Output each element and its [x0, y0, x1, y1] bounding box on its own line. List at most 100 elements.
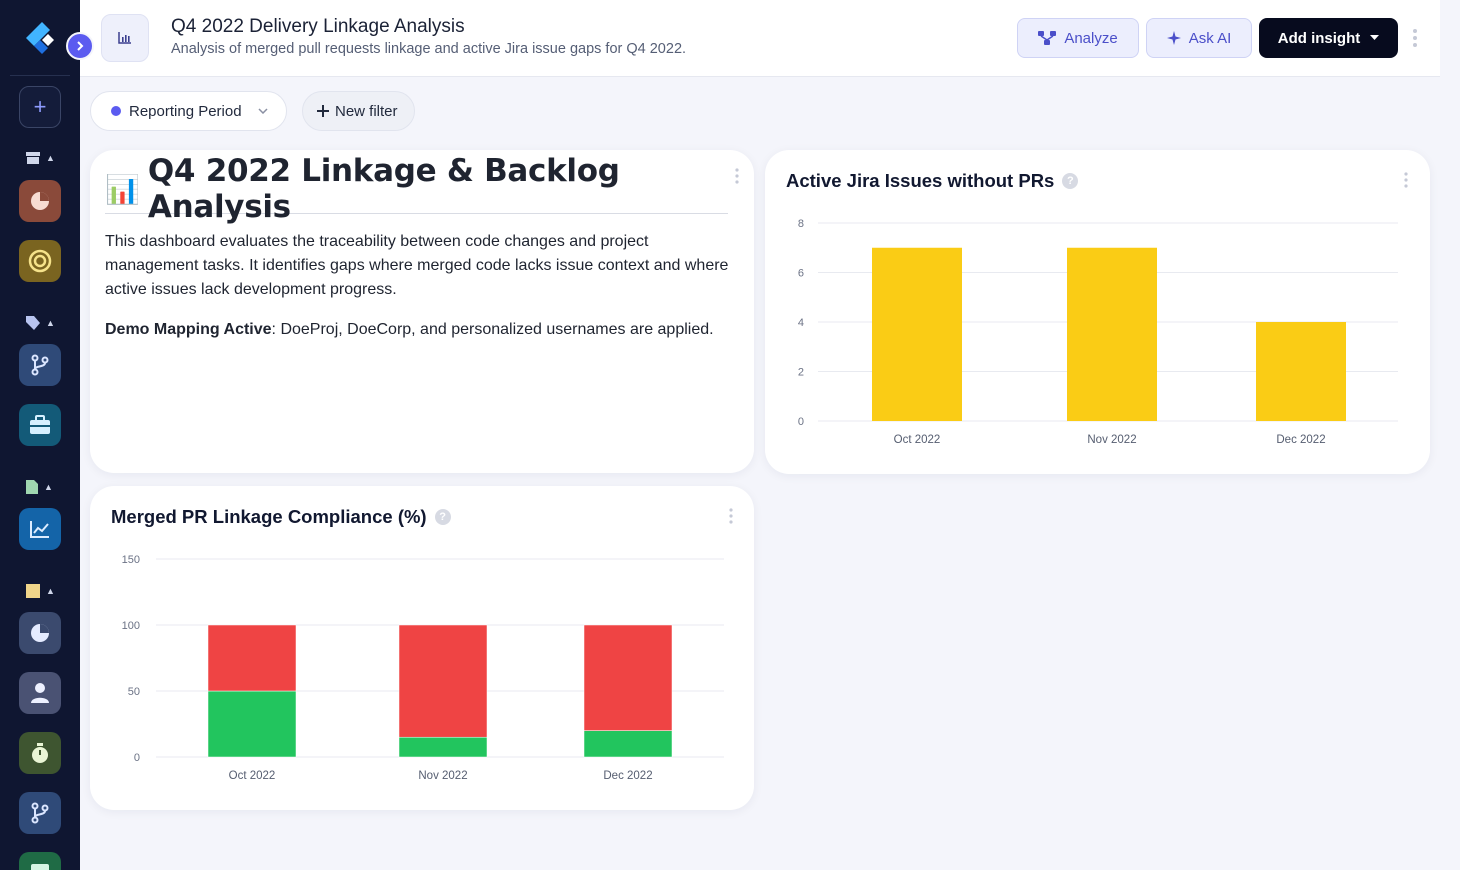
more-vertical-icon[interactable]: [734, 168, 740, 184]
bar-segment: [207, 624, 297, 692]
filter-dot-icon: [111, 106, 121, 116]
plus-icon: [317, 105, 329, 117]
chevron-up-icon: ▲: [46, 586, 55, 596]
pr-chart-title-row: Merged PR Linkage Compliance (%) ?: [111, 506, 451, 528]
sidebar-divider: [10, 75, 70, 76]
dashboard-header: Q4 2022 Delivery Linkage Analysis Analys…: [80, 0, 1440, 77]
sticky-note-icon: [26, 584, 40, 598]
pr-compliance-card: Merged PR Linkage Compliance (%) ? 0 50 10…: [90, 486, 754, 810]
text-card-paragraph: This dashboard evaluates the traceabilit…: [105, 233, 729, 298]
sparkle-icon: [1166, 31, 1181, 45]
bar-segment: [583, 730, 673, 758]
y-tick-label: 8: [798, 218, 804, 230]
new-filter-label: New filter: [335, 102, 398, 120]
more-vertical-icon[interactable]: [728, 508, 734, 524]
reporting-period-filter[interactable]: Reporting Period: [90, 91, 287, 131]
sidebar-section-notes[interactable]: ▲: [26, 584, 55, 598]
stopwatch-icon: [32, 743, 48, 763]
document-icon: [26, 480, 38, 494]
more-vertical-icon[interactable]: [1410, 28, 1420, 48]
user-icon: [31, 683, 49, 703]
chevron-up-icon: ▲: [44, 482, 53, 492]
jira-issues-card: Active Jira Issues without PRs ? 0 2 4 6 8 Oc…: [765, 150, 1430, 474]
chevron-up-icon: ▲: [46, 153, 55, 163]
dashboard-icon: [101, 14, 149, 62]
sidebar-item-trend-chart[interactable]: [19, 508, 61, 550]
git-branch-icon: [31, 354, 49, 376]
bar-segment: [398, 624, 488, 738]
y-tick-label: 50: [128, 686, 140, 698]
jira-chart-title-row: Active Jira Issues without PRs ?: [786, 170, 1079, 192]
chevron-down-icon: [258, 108, 268, 114]
x-tick-label: Dec 2022: [1276, 434, 1325, 446]
bar: [872, 247, 962, 421]
tag-icon: [26, 316, 40, 330]
sidebar-item-pie-report-2[interactable]: [19, 612, 61, 654]
text-card-heading: 📊 Q4 2022 Linkage & Backlog Analysis: [105, 153, 728, 225]
sidebar-item-spreadsheet[interactable]: [19, 852, 61, 870]
y-tick-label: 6: [798, 268, 804, 280]
text-card-note-bold: Demo Mapping Active: [105, 321, 272, 338]
sidebar-item-timer[interactable]: [19, 732, 61, 774]
y-tick-label: 150: [122, 554, 140, 566]
chart-emoji-icon: 📊: [105, 173, 140, 205]
bar-chart-icon: [118, 32, 131, 44]
sidebar-section-archive[interactable]: ▲: [26, 152, 55, 164]
briefcase-icon: [30, 415, 50, 434]
hierarchy-icon: [1038, 31, 1057, 45]
add-insight-button[interactable]: Add insight: [1259, 18, 1398, 58]
ask-ai-button[interactable]: Ask AI: [1146, 18, 1252, 58]
ask-ai-label: Ask AI: [1188, 29, 1232, 47]
caret-down-icon: [1370, 35, 1380, 40]
x-tick-label: Dec 2022: [603, 770, 652, 782]
sidebar-section-documents[interactable]: ▲: [26, 480, 53, 494]
x-tick-label: Nov 2022: [418, 770, 467, 782]
bar: [1256, 322, 1346, 421]
sidebar-item-briefcase[interactable]: [19, 404, 61, 446]
analyze-label: Analyze: [1064, 29, 1118, 47]
app-logo-icon[interactable]: [22, 20, 58, 56]
reporting-period-label: Reporting Period: [129, 102, 242, 120]
y-tick-label: 2: [798, 367, 804, 379]
x-tick-label: Oct 2022: [229, 770, 276, 782]
target-icon: [28, 249, 52, 273]
bar-segment: [583, 624, 673, 731]
x-tick-label: Oct 2022: [894, 434, 941, 446]
sidebar-expand-button[interactable]: [66, 32, 94, 60]
new-filter-button[interactable]: New filter: [302, 91, 415, 131]
help-icon[interactable]: ?: [434, 509, 451, 525]
sidebar-item-pie-report[interactable]: [19, 180, 61, 222]
sidebar-item-git-branch-2[interactable]: [19, 792, 61, 834]
x-tick-label: Nov 2022: [1087, 434, 1136, 446]
pr-chart-title: Merged PR Linkage Compliance (%): [111, 506, 427, 527]
pie-chart-icon: [31, 624, 49, 642]
analyze-button[interactable]: Analyze: [1017, 18, 1139, 58]
sidebar-section-tags[interactable]: ▲: [26, 316, 55, 330]
pr-stacked-bar-chart: 0 50 100 150 Oct 2022 Nov 2022 Dec 2022: [122, 554, 724, 782]
page-title: Q4 2022 Delivery Linkage Analysis: [171, 16, 465, 37]
line-chart-icon: [30, 521, 49, 538]
y-tick-label: 0: [134, 752, 140, 764]
jira-bar-chart: 0 2 4 6 8 Oct 2022 Nov 2022 Dec 2022: [798, 218, 1398, 446]
spreadsheet-icon: [31, 864, 49, 870]
text-insight-card: 📊 Q4 2022 Linkage & Backlog Analysis Thi…: [90, 150, 754, 473]
archive-icon: [26, 152, 40, 164]
help-icon[interactable]: ?: [1062, 173, 1079, 189]
sidebar-item-target[interactable]: [19, 240, 61, 282]
add-insight-label: Add insight: [1277, 29, 1361, 47]
bar-segment: [207, 690, 297, 758]
sidebar-add-button[interactable]: +: [19, 86, 61, 128]
text-card-body: This dashboard evaluates the traceabilit…: [105, 230, 735, 358]
sidebar-item-user[interactable]: [19, 672, 61, 714]
y-tick-label: 100: [122, 620, 140, 632]
chevron-right-icon: [77, 41, 84, 51]
bar: [1067, 247, 1157, 421]
page-subtitle: Analysis of merged pull requests linkage…: [171, 41, 687, 57]
bar-segment: [398, 736, 488, 758]
y-tick-label: 0: [798, 416, 804, 428]
sidebar-item-git-branch[interactable]: [19, 344, 61, 386]
more-vertical-icon[interactable]: [1403, 172, 1409, 188]
text-card-note: Demo Mapping Active: DoeProj, DoeCorp, a…: [105, 318, 735, 342]
y-tick-label: 4: [798, 317, 804, 329]
sidebar: + ▲ ▲ ▲ ▲: [0, 0, 80, 870]
